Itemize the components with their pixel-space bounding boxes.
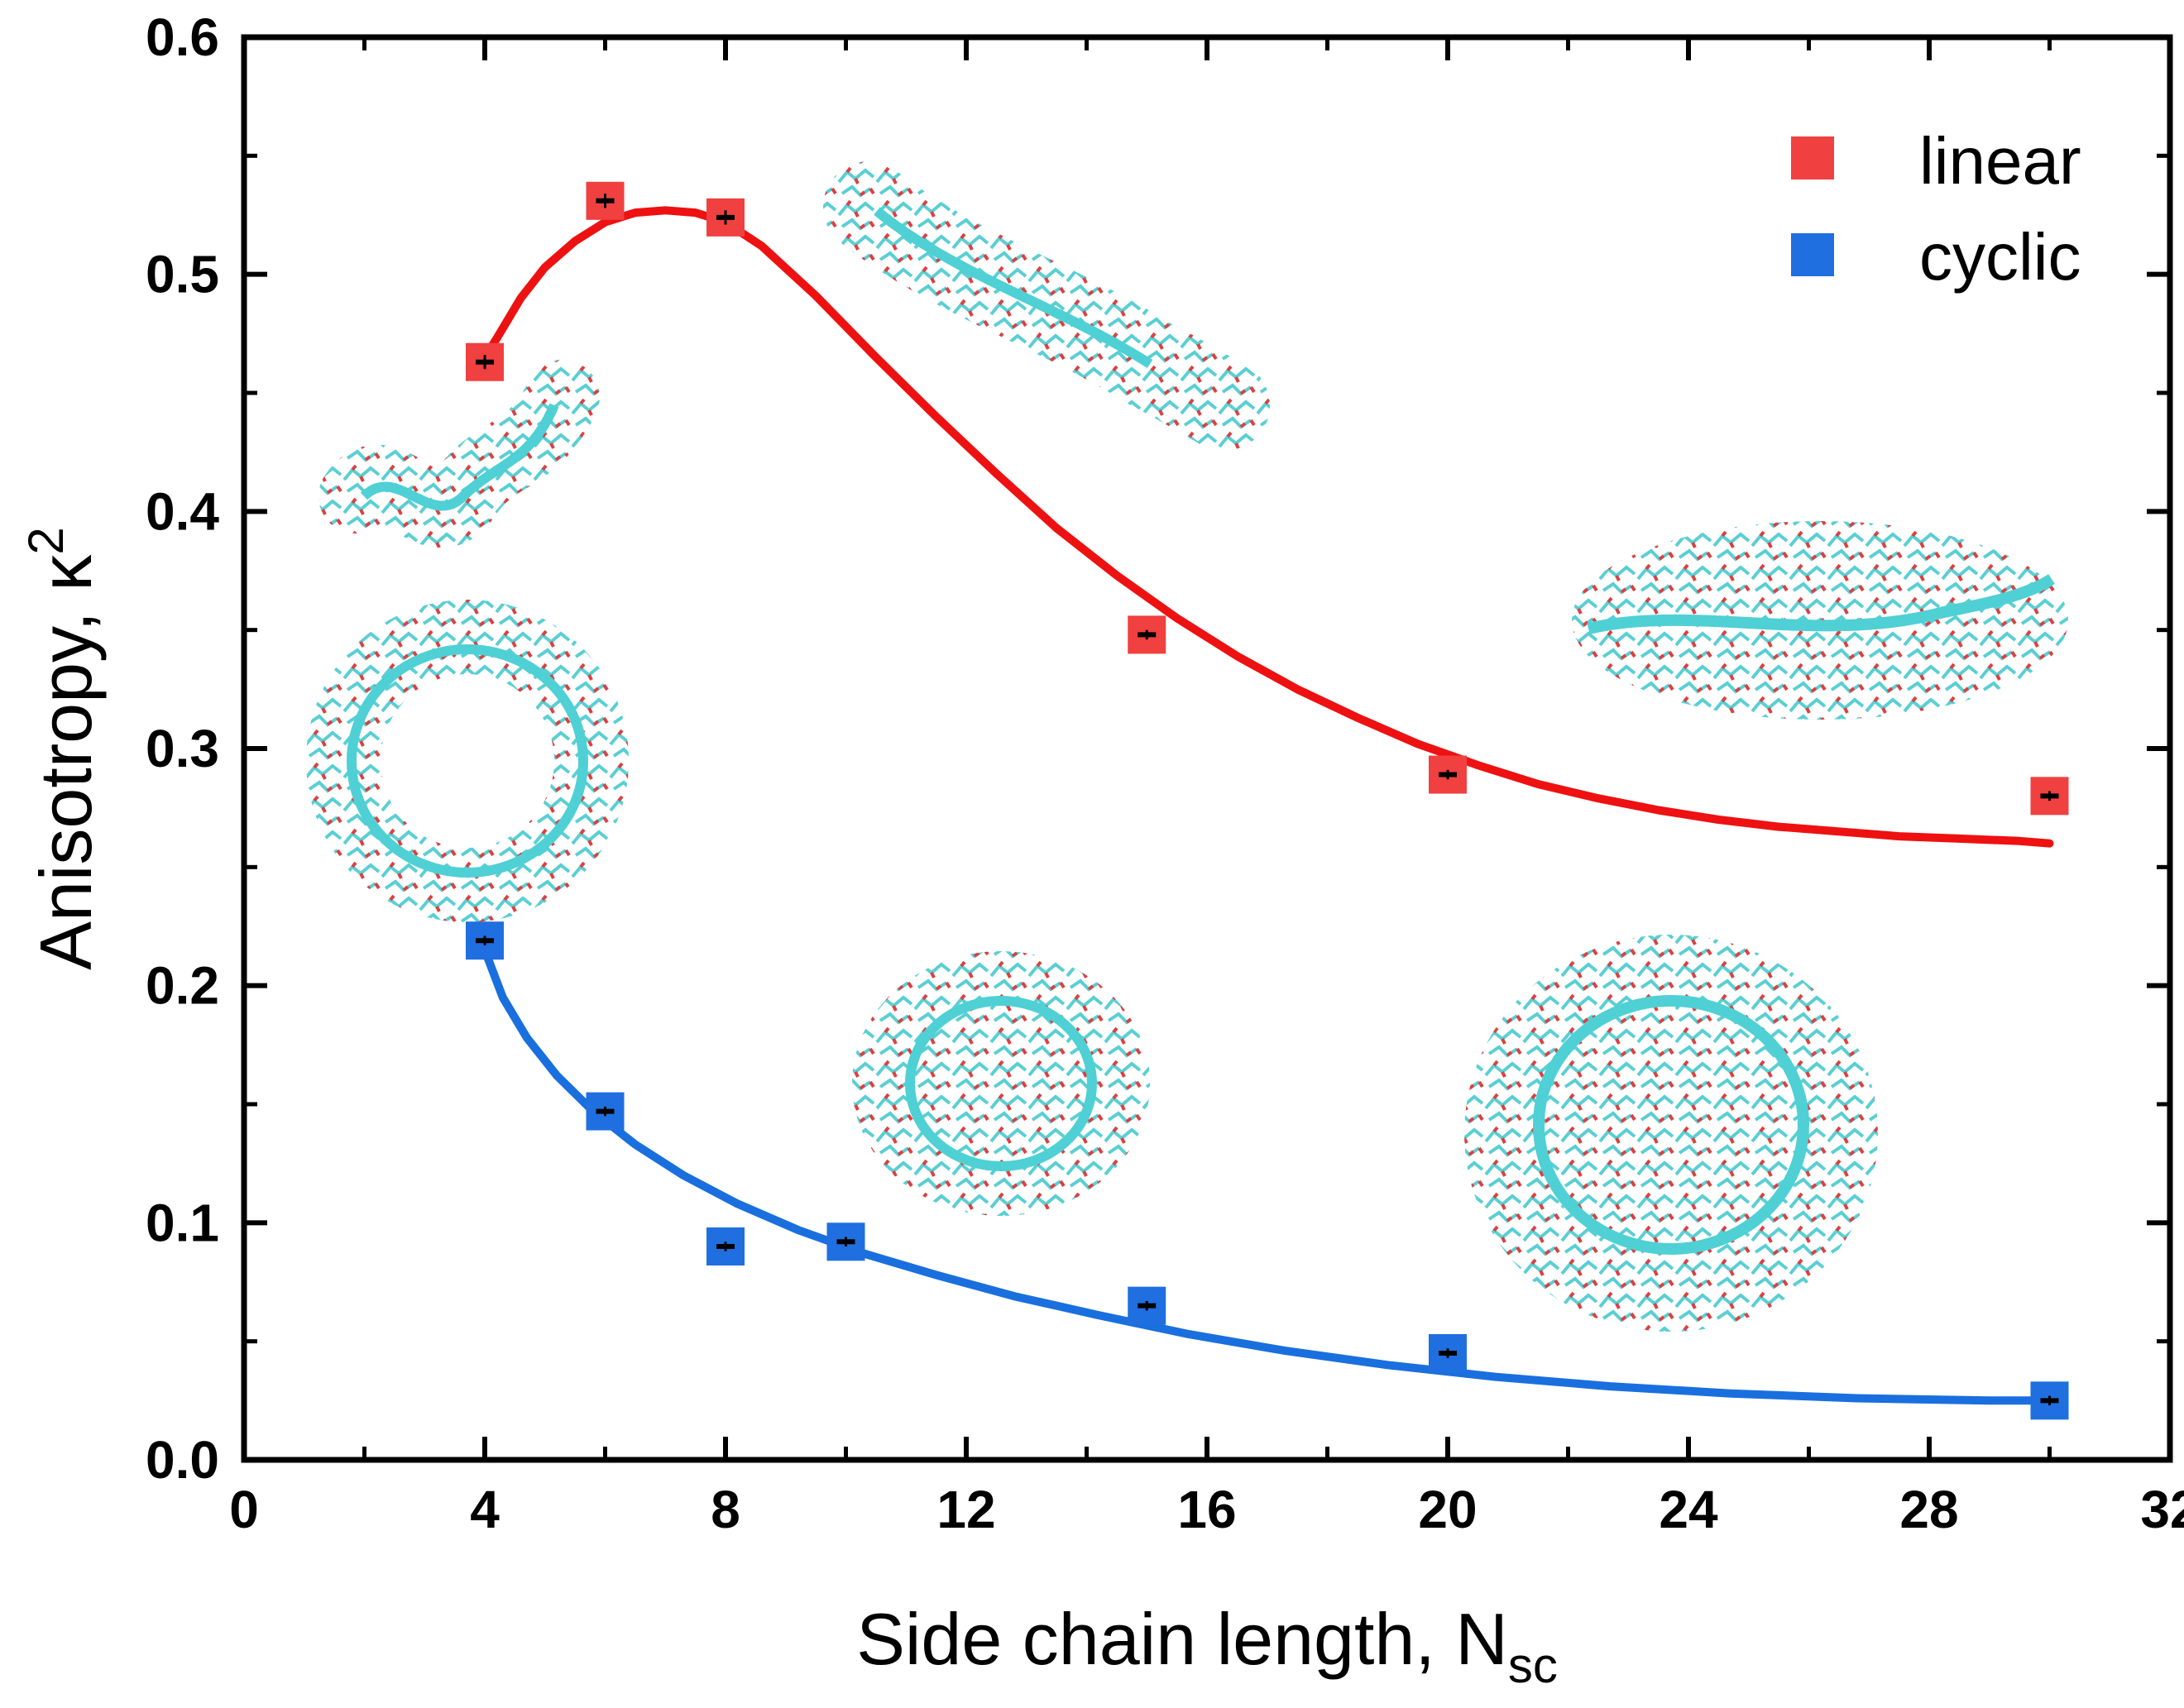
data-point-linear [586, 181, 625, 220]
fit-curve-cyclic [481, 945, 2054, 1405]
data-point-linear [466, 342, 504, 381]
y-tick-label: 0.0 [146, 1430, 219, 1490]
data-point-cyclic [706, 1227, 745, 1265]
x-tick-label: 24 [1659, 1480, 1718, 1539]
x-tick-label: 32 [2140, 1480, 2184, 1539]
data-markers [466, 181, 2069, 1420]
data-point-cyclic [826, 1222, 865, 1261]
data-point-cyclic [586, 1092, 625, 1131]
y-tick-label: 0.3 [146, 719, 219, 778]
linear-n30-molecule-image [1572, 521, 2068, 720]
x-tick-label: 20 [1418, 1480, 1477, 1539]
x-axis-ticks: 0 4 8 12 16 20 24 28 32 [229, 37, 2184, 1539]
y-tick-label: 0.6 [146, 7, 219, 67]
data-point-cyclic [1429, 1334, 1467, 1372]
x-tick-label: 16 [1177, 1480, 1236, 1539]
y-axis-ticks: 0.0 0.1 0.2 0.3 0.4 0.5 0.6 [146, 7, 2170, 1490]
data-point-linear [2030, 777, 2069, 816]
x-axis-title: Side chain length, Nsc [856, 1598, 1558, 1693]
linear-n8-molecule-image [823, 161, 1270, 451]
x-tick-label: 28 [1899, 1480, 1958, 1539]
y-tick-label: 0.4 [146, 481, 219, 541]
linear-n4-molecule-image [318, 360, 600, 548]
legend-marker-cyclic [1791, 233, 1834, 276]
y-tick-label: 0.5 [146, 245, 219, 304]
x-tick-label: 0 [229, 1480, 259, 1539]
data-point-cyclic [466, 921, 504, 960]
legend-label-cyclic: cyclic [1919, 220, 2081, 294]
x-tick-label: 12 [936, 1480, 995, 1539]
y-tick-label: 0.1 [146, 1193, 219, 1252]
x-tick-label: 8 [711, 1480, 740, 1539]
plot-frame [241, 34, 2173, 1463]
data-point-cyclic [1128, 1286, 1166, 1325]
data-point-cyclic [2030, 1381, 2069, 1420]
molecular-snapshots [306, 161, 2068, 1332]
data-point-linear [706, 198, 745, 237]
cyclic-n30-molecule-image [1464, 935, 1878, 1332]
cyclic-n10-molecule-image [852, 951, 1150, 1216]
legend-label-linear: linear [1919, 124, 2081, 198]
y-tick-label: 0.2 [146, 956, 219, 1016]
legend-marker-linear [1791, 136, 1834, 179]
data-point-linear [1429, 755, 1467, 794]
legend: linear cyclic [1791, 124, 2081, 294]
x-tick-label: 4 [470, 1480, 500, 1539]
y-axis-title: Anisotropy, κ2 [18, 527, 107, 970]
cyclic-n4-molecule-image [306, 600, 629, 922]
data-point-linear [1128, 615, 1166, 654]
